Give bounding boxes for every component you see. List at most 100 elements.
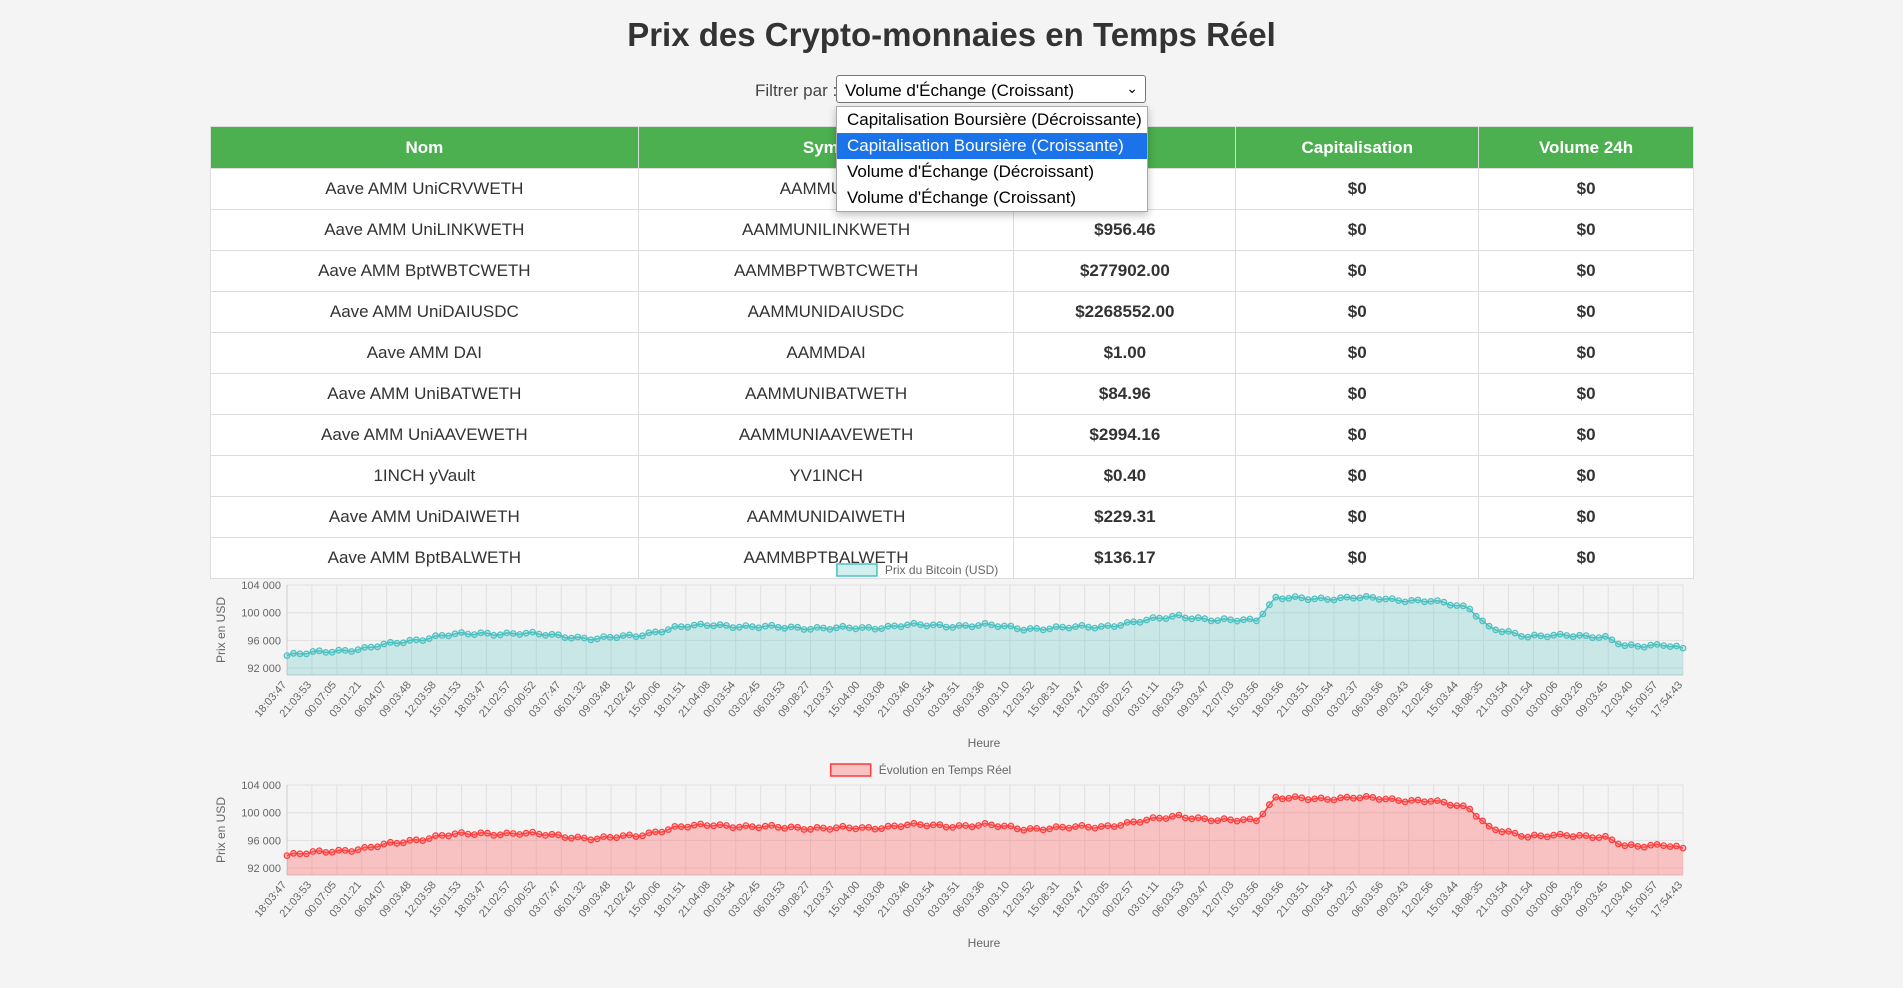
data-point: [878, 625, 885, 632]
data-point: [897, 623, 905, 631]
cell-symbol: YV1INCH: [637, 455, 1015, 497]
header-volume[interactable]: Volume 24h: [1478, 126, 1694, 169]
data-point: [522, 629, 530, 637]
data-point: [917, 621, 924, 629]
data-point: [1634, 642, 1642, 650]
data-point: [296, 650, 304, 658]
data-point: [1013, 625, 1021, 633]
data-point: [936, 621, 944, 629]
data-point: [1362, 793, 1370, 800]
data-point: [1007, 622, 1015, 630]
data-point: [1524, 633, 1532, 641]
data-point: [412, 836, 420, 844]
sort-select[interactable]: Volume d'Échange (Croissant) ⌄: [836, 75, 1146, 103]
option-volume-desc[interactable]: Volume d'Échange (Décroissant): [847, 162, 1095, 181]
table-row: Aave AMM UniBATWETH AAMMUNIBATWETH $84.96 $…: [210, 373, 1694, 415]
data-point: [1673, 642, 1680, 650]
data-point: [871, 625, 879, 633]
data-point: [1136, 818, 1144, 826]
data-point: [1059, 623, 1066, 631]
data-point: [1123, 819, 1131, 826]
data-point: [1039, 826, 1047, 834]
data-point: [1240, 616, 1247, 624]
data-point: [994, 623, 1002, 631]
cell-name: Aave AMM BptWBTCWETH: [210, 250, 639, 292]
data-point: [800, 826, 808, 833]
data-point: [548, 630, 556, 638]
table-row: Aave AMM UniDAIUSDC AAMMUNIDAIUSDC $226855…: [210, 291, 1694, 333]
data-point: [425, 835, 433, 842]
data-point: [529, 828, 537, 836]
data-point: [322, 648, 330, 656]
data-point: [917, 821, 924, 829]
data-point: [742, 822, 750, 829]
data-point: [484, 829, 491, 837]
data-point: [729, 624, 737, 632]
data-point: [639, 632, 646, 640]
data-point: [1627, 841, 1635, 849]
data-point: [367, 843, 375, 851]
data-point: [315, 647, 323, 655]
data-point: [1330, 596, 1338, 604]
data-point: [477, 629, 485, 637]
cell-market-cap: $0: [1235, 332, 1480, 374]
data-point: [1369, 794, 1377, 801]
data-point: [309, 848, 317, 855]
cell-name: Aave AMM UniDAIWETH: [210, 496, 639, 538]
option-market-cap-desc[interactable]: Capitalisation Boursière (Décroissante): [847, 110, 1142, 129]
data-point: [820, 624, 827, 632]
data-point: [1278, 595, 1286, 603]
data-point: [1304, 596, 1312, 604]
data-point: [1446, 801, 1454, 809]
data-point: [535, 830, 543, 838]
series-line: [286, 795, 1684, 857]
data-point: [1453, 602, 1461, 609]
data-point: [580, 834, 588, 842]
data-point: [1311, 795, 1318, 803]
data-point: [1298, 594, 1306, 602]
header-name[interactable]: Nom: [210, 126, 639, 169]
data-point: [341, 646, 349, 654]
data-point: [865, 623, 873, 631]
data-point: [632, 833, 640, 840]
data-point: [1097, 623, 1105, 630]
option-volume-asc[interactable]: Volume d'Échange (Croissant): [847, 188, 1077, 207]
data-point: [315, 847, 323, 855]
cell-price: $229.31: [1013, 496, 1237, 538]
y-tick-label: 92 000: [247, 663, 281, 675]
data-point: [600, 833, 608, 840]
data-point: [406, 836, 414, 844]
data-point: [1485, 622, 1493, 630]
option-market-cap-asc[interactable]: Capitalisation Boursière (Croissante): [837, 133, 1147, 159]
data-point: [807, 825, 814, 833]
data-point: [1143, 616, 1150, 624]
page-title: Prix des Crypto-monnaies en Temps Réel: [627, 16, 1276, 53]
data-point: [929, 621, 937, 629]
data-point: [1046, 625, 1053, 633]
data-point: [652, 828, 659, 836]
cell-volume: $0: [1478, 414, 1694, 456]
data-point: [1162, 815, 1170, 822]
data-point: [484, 629, 491, 637]
data-point: [490, 631, 498, 639]
data-point: [1311, 595, 1318, 603]
data-point: [884, 622, 892, 630]
data-point: [949, 823, 957, 831]
data-point: [1505, 627, 1512, 635]
data-point: [438, 631, 446, 639]
data-point: [1421, 598, 1428, 606]
cell-market-cap: $0: [1235, 496, 1480, 538]
data-point: [697, 620, 705, 628]
data-point: [335, 646, 343, 654]
data-point: [451, 830, 459, 838]
data-point: [1479, 617, 1486, 625]
cell-symbol: AAMMUNIAAVEWETH: [637, 414, 1015, 456]
data-point: [1117, 822, 1125, 829]
header-market-cap[interactable]: Capitalisation: [1235, 126, 1480, 169]
data-point: [1453, 802, 1461, 809]
data-point: [736, 623, 743, 631]
data-point: [1065, 824, 1073, 832]
data-point: [664, 826, 672, 833]
data-point: [619, 832, 627, 839]
data-point: [1356, 794, 1364, 802]
